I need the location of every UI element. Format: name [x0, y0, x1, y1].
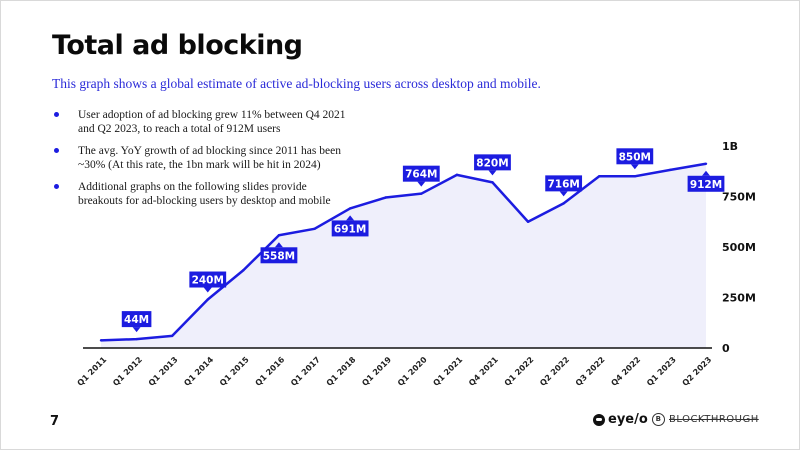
data-label-text: 716M: [547, 178, 579, 190]
bullet-dot-icon: [54, 112, 59, 117]
data-label-box: [616, 148, 654, 165]
data-label-box: [474, 154, 511, 171]
blockthrough-logo-icon: B: [652, 413, 665, 426]
x-tick-label: Q2 2023: [681, 355, 714, 388]
data-label-callout: 764M: [402, 165, 440, 187]
eyeo-logo: eye/o: [593, 412, 648, 427]
data-label-pointer: [203, 287, 212, 293]
page-number: 7: [50, 414, 60, 429]
data-label-callout: 558M: [260, 242, 298, 264]
y-tick-label: 500M: [722, 241, 756, 254]
data-label-box: [545, 175, 583, 192]
x-tick-label: Q1 2014: [182, 355, 215, 388]
eyeo-logo-icon: [593, 413, 605, 426]
data-label-text: 850M: [619, 151, 651, 163]
y-tick-label: 0: [722, 342, 730, 355]
y-tick-label: 250M: [722, 292, 756, 305]
data-label-box: [331, 220, 369, 237]
data-point: [348, 207, 352, 210]
data-label-box: [402, 165, 440, 182]
bullet-text: User adoption of ad blocking grew 11% be…: [78, 109, 346, 135]
y-tick-label: 1B: [722, 140, 738, 153]
bullet-dot-icon: [54, 184, 59, 189]
data-label-pointer: [346, 215, 355, 221]
data-label-text: 764M: [405, 169, 437, 181]
data-label-box: [687, 175, 725, 192]
series-area-fill: [101, 163, 706, 348]
x-tick-label: Q1 2013: [147, 355, 180, 388]
data-label-text: 912M: [690, 179, 722, 191]
x-tick-label: Q1 2020: [396, 355, 429, 388]
bullet-item: The avg. YoY growth of ad blocking since…: [52, 144, 352, 172]
data-label-callout: 691M: [331, 215, 369, 237]
x-tick-label: Q1 2022: [503, 355, 536, 388]
data-point: [669, 168, 672, 172]
data-label-callout: 820M: [474, 154, 511, 176]
data-label-text: 44M: [124, 314, 149, 326]
data-point: [598, 175, 601, 178]
data-point: [491, 181, 494, 184]
data-label-pointer: [132, 327, 141, 333]
data-label-pointer: [488, 170, 497, 176]
data-label-callout: 850M: [616, 148, 654, 170]
x-tick-label: Q1 2016: [254, 355, 287, 388]
data-label-callout: 912M: [687, 170, 725, 192]
bullet-text: Additional graphs on the following slide…: [78, 181, 331, 207]
data-point: [455, 173, 459, 177]
data-label-callout: 44M: [121, 311, 152, 333]
x-tick-label: Q1 2011: [76, 355, 109, 388]
x-tick-label: Q1 2015: [218, 355, 251, 388]
data-point: [526, 220, 530, 223]
data-point: [99, 339, 103, 342]
slide-subtitle: This graph shows a global estimate of ac…: [52, 76, 541, 91]
bullet-list: User adoption of ad blocking grew 11% be…: [52, 108, 352, 216]
slide-title: Total ad blocking: [52, 30, 303, 61]
blockthrough-logo: B BLOCKTHROUGH: [652, 413, 759, 426]
x-tick-label: Q1 2012: [111, 355, 144, 388]
x-tick-label: Q1 2023: [645, 355, 678, 388]
data-label-box: [189, 271, 227, 288]
data-label-pointer: [417, 181, 426, 187]
bullet-dot-icon: [54, 148, 59, 153]
data-label-text: 558M: [263, 250, 295, 262]
x-tick-label: Q4 2022: [609, 355, 642, 388]
data-label-pointer: [702, 170, 710, 176]
bullet-item: User adoption of ad blocking grew 11% be…: [52, 108, 352, 136]
x-tick-label: Q4 2021: [467, 355, 500, 388]
data-point: [562, 202, 565, 205]
data-label-pointer: [274, 242, 283, 248]
blockthrough-logo-text: BLOCKTHROUGH: [669, 414, 759, 425]
data-point: [704, 162, 708, 165]
y-tick-label: 750M: [722, 191, 756, 204]
bullet-text: The avg. YoY growth of ad blocking since…: [78, 145, 341, 171]
data-label-pointer: [559, 191, 568, 197]
x-tick-label: Q2 2022: [538, 355, 571, 388]
data-label-box: [121, 311, 152, 328]
x-tick-label: Q1 2018: [325, 355, 358, 388]
x-tick-label: Q1 2017: [289, 355, 322, 388]
series-line: [100, 162, 707, 342]
data-point: [135, 337, 138, 341]
data-point: [420, 192, 423, 195]
bullet-item: Additional graphs on the following slide…: [52, 180, 352, 208]
data-label-text: 240M: [192, 275, 224, 287]
x-tick-label: Q1 2019: [360, 355, 393, 388]
data-point: [313, 227, 316, 231]
data-label-text: 691M: [334, 223, 366, 235]
data-label-callout: 240M: [189, 271, 227, 293]
x-tick-label: Q1 2021: [431, 355, 464, 388]
data-label-pointer: [630, 164, 639, 170]
data-point: [384, 196, 387, 199]
eyeo-logo-text: eye/o: [608, 412, 648, 427]
data-label-box: [260, 247, 298, 264]
data-point: [277, 234, 281, 237]
x-tick-label: Q3 2022: [574, 355, 607, 388]
data-label-text: 820M: [476, 157, 508, 169]
data-label-callout: 716M: [545, 175, 583, 197]
data-point: [633, 175, 637, 178]
data-point: [170, 334, 174, 338]
data-point: [242, 269, 245, 272]
data-point: [206, 298, 209, 301]
